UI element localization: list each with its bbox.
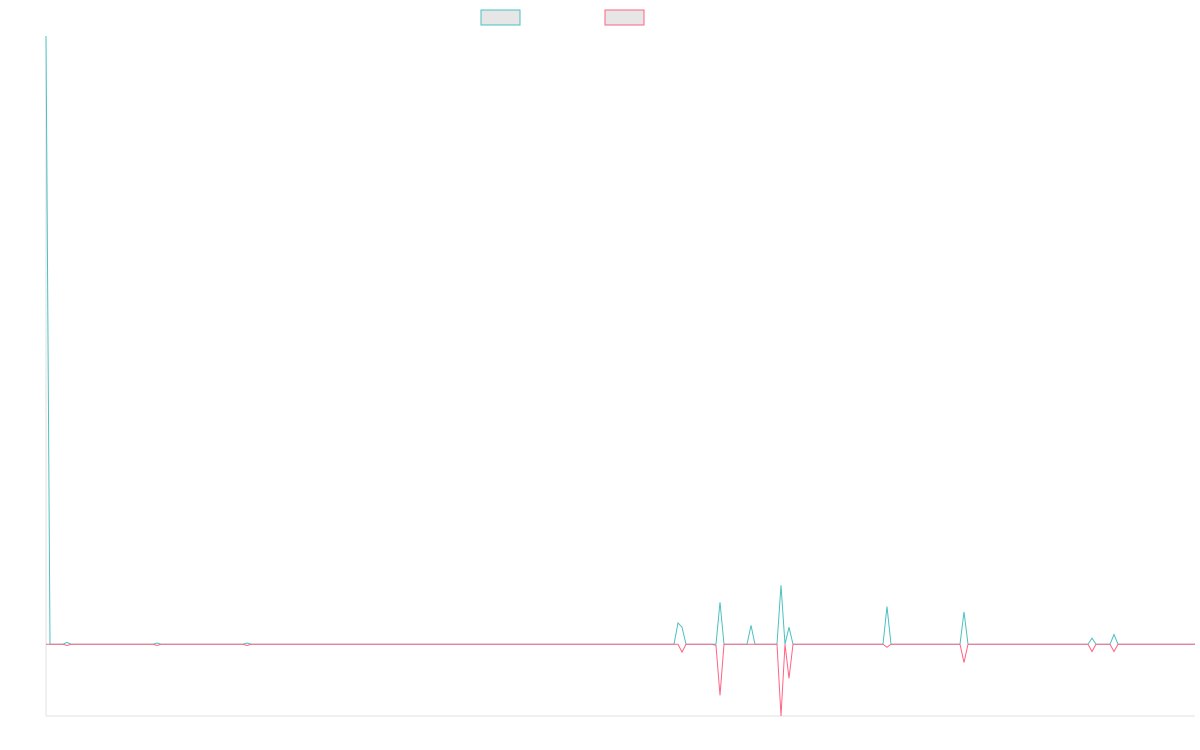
legend-swatch xyxy=(604,9,645,26)
series-line xyxy=(45,35,1195,645)
legend-swatch xyxy=(480,9,521,26)
series-line xyxy=(46,643,1195,717)
